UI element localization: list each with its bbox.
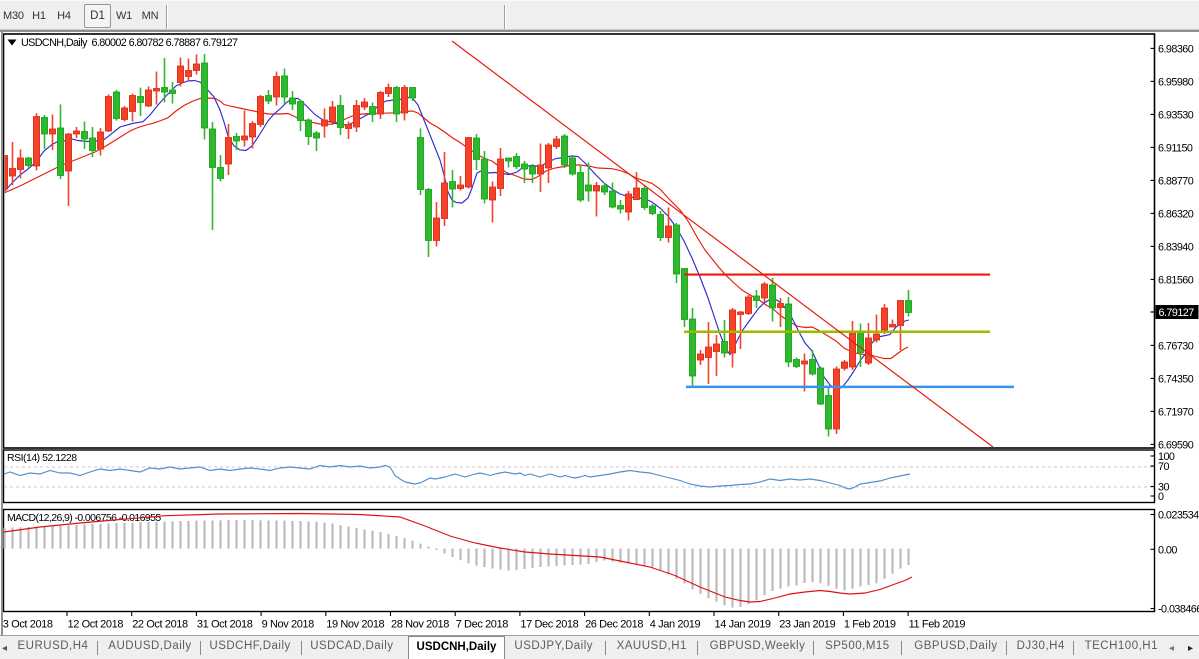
- svg-text:22 Oct 2018: 22 Oct 2018: [132, 619, 188, 631]
- svg-text:3 Oct 2018: 3 Oct 2018: [3, 619, 53, 631]
- svg-text:0.023534: 0.023534: [1158, 510, 1199, 522]
- svg-text:6.93530: 6.93530: [1158, 109, 1194, 121]
- svg-text:6.79127: 6.79127: [1159, 307, 1195, 319]
- svg-text:17 Dec 2018: 17 Dec 2018: [520, 619, 578, 631]
- svg-text:19 Nov 2018: 19 Nov 2018: [326, 619, 384, 631]
- svg-text:6.83940: 6.83940: [1158, 241, 1194, 253]
- svg-text:30: 30: [1158, 482, 1169, 494]
- svg-text:6.95980: 6.95980: [1158, 76, 1194, 88]
- svg-text:0: 0: [1158, 491, 1164, 503]
- svg-text:6.76730: 6.76730: [1158, 340, 1194, 352]
- svg-text:6.71970: 6.71970: [1158, 406, 1194, 418]
- svg-text:USDCNH,Daily 6.80002 6.80782: USDCNH,Daily 6.80002 6.80782 6.78887 6.7…: [21, 37, 238, 49]
- svg-text:12 Oct 2018: 12 Oct 2018: [68, 619, 124, 631]
- svg-text:6.69590: 6.69590: [1158, 439, 1194, 451]
- svg-text:23 Jan 2019: 23 Jan 2019: [779, 619, 835, 631]
- svg-text:7 Dec 2018: 7 Dec 2018: [456, 619, 509, 631]
- svg-text:11 Feb 2019: 11 Feb 2019: [909, 619, 966, 631]
- svg-text:RSI(14) 52.1228: RSI(14) 52.1228: [7, 452, 77, 464]
- svg-text:70: 70: [1158, 461, 1169, 473]
- svg-text:1 Feb 2019: 1 Feb 2019: [844, 619, 896, 631]
- svg-text:MACD(12,26,9) -0.006756 -0.016: MACD(12,26,9) -0.006756 -0.016955: [7, 512, 161, 524]
- svg-text:26 Dec 2018: 26 Dec 2018: [585, 619, 643, 631]
- svg-text:28 Nov 2018: 28 Nov 2018: [391, 619, 449, 631]
- svg-text:9 Nov 2018: 9 Nov 2018: [262, 619, 315, 631]
- svg-text:6.81560: 6.81560: [1158, 274, 1194, 286]
- svg-text:14 Jan 2019: 14 Jan 2019: [715, 619, 771, 631]
- svg-text:4 Jan 2019: 4 Jan 2019: [650, 619, 701, 631]
- svg-text:6.98360: 6.98360: [1158, 43, 1194, 55]
- svg-text:6.86320: 6.86320: [1158, 208, 1194, 220]
- svg-text:6.91150: 6.91150: [1158, 142, 1193, 154]
- svg-text:-0.038466: -0.038466: [1158, 604, 1199, 616]
- svg-text:6.88770: 6.88770: [1158, 175, 1194, 187]
- svg-text:31 Oct 2018: 31 Oct 2018: [197, 619, 253, 631]
- svg-text:100: 100: [1158, 451, 1175, 463]
- svg-text:0.00: 0.00: [1158, 544, 1177, 556]
- svg-text:6.74350: 6.74350: [1158, 373, 1194, 385]
